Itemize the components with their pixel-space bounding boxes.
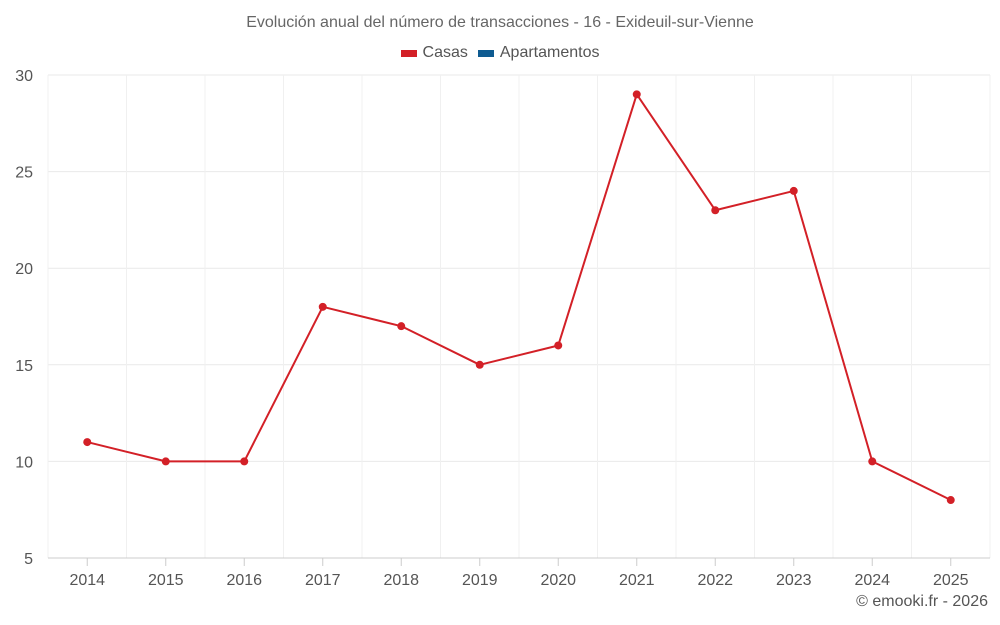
data-point xyxy=(554,341,563,350)
data-point xyxy=(83,438,92,447)
legend-item-casas[interactable]: Casas xyxy=(400,44,468,62)
x-tick-label: 2016 xyxy=(226,572,262,589)
legend-item-apartamentos[interactable]: Apartamentos xyxy=(477,44,600,62)
legend-swatch-casas xyxy=(400,49,417,57)
x-tick-label: 2019 xyxy=(462,572,498,589)
y-tick-label: 10 xyxy=(15,454,33,471)
x-tick-label: 2025 xyxy=(933,572,969,589)
legend-label-casas: Casas xyxy=(422,44,468,61)
series-line-casas xyxy=(87,93,952,501)
x-tick-label: 2018 xyxy=(383,572,419,589)
data-point xyxy=(475,360,484,369)
y-tick-label: 25 xyxy=(15,165,33,182)
y-tick-label: 20 xyxy=(15,261,33,278)
y-tick-label: 30 xyxy=(15,68,33,85)
chart-legend: Casas Apartamentos xyxy=(0,44,1000,62)
data-point xyxy=(711,206,720,215)
x-tick-label: 2022 xyxy=(697,572,733,589)
x-tick-label: 2014 xyxy=(69,572,105,589)
copyright-text: © emooki.fr - 2026 xyxy=(856,593,988,610)
chart-title: Evolución anual del número de transaccio… xyxy=(246,14,754,31)
data-point xyxy=(318,302,327,311)
y-tick-label: 15 xyxy=(15,358,33,375)
legend-label-apartamentos: Apartamentos xyxy=(499,44,600,61)
x-tick-label: 2017 xyxy=(305,572,341,589)
data-point xyxy=(789,186,798,195)
x-tick-label: 2020 xyxy=(540,572,576,589)
x-tick-label: 2015 xyxy=(148,572,184,589)
x-tick-label: 2023 xyxy=(776,572,812,589)
data-point xyxy=(946,496,955,505)
data-point xyxy=(397,322,406,331)
data-point xyxy=(868,457,877,466)
data-point xyxy=(161,457,170,466)
x-tick-label: 2024 xyxy=(854,572,890,589)
y-tick-label: 5 xyxy=(24,551,33,568)
data-point xyxy=(632,90,641,99)
data-point xyxy=(240,457,249,466)
legend-swatch-apartamentos xyxy=(477,49,494,57)
x-tick-label: 2021 xyxy=(619,572,655,589)
